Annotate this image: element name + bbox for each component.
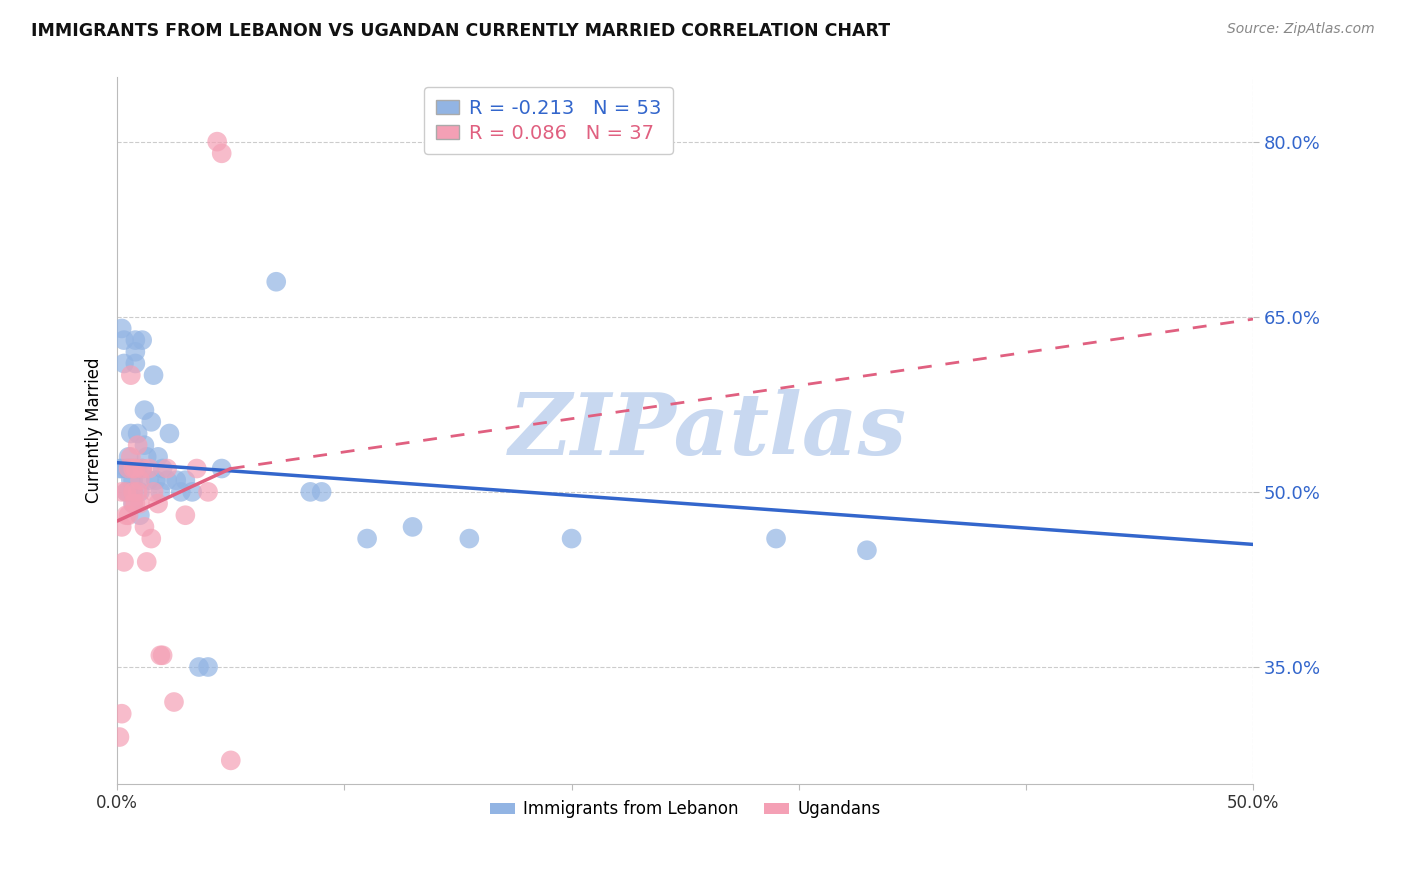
Point <box>122 497 145 511</box>
Point <box>561 532 583 546</box>
Point <box>117 450 139 464</box>
Y-axis label: Currently Married: Currently Married <box>86 358 103 503</box>
Point <box>127 426 149 441</box>
Point <box>129 497 152 511</box>
Point <box>131 333 153 347</box>
Point <box>174 508 197 523</box>
Point <box>120 450 142 464</box>
Point <box>765 532 787 546</box>
Point <box>129 508 152 523</box>
Point <box>122 461 145 475</box>
Point <box>356 532 378 546</box>
Point <box>141 532 163 546</box>
Point <box>124 461 146 475</box>
Point <box>120 368 142 383</box>
Point <box>299 484 322 499</box>
Point <box>120 426 142 441</box>
Point <box>108 730 131 744</box>
Point <box>120 473 142 487</box>
Point <box>108 461 131 475</box>
Point <box>159 426 181 441</box>
Point <box>131 461 153 475</box>
Point <box>120 461 142 475</box>
Point <box>188 660 211 674</box>
Point <box>129 473 152 487</box>
Point <box>124 356 146 370</box>
Text: Source: ZipAtlas.com: Source: ZipAtlas.com <box>1227 22 1375 37</box>
Point <box>127 461 149 475</box>
Point <box>138 473 160 487</box>
Point <box>138 461 160 475</box>
Point <box>127 484 149 499</box>
Point <box>856 543 879 558</box>
Point <box>174 473 197 487</box>
Legend: Immigrants from Lebanon, Ugandans: Immigrants from Lebanon, Ugandans <box>484 794 887 825</box>
Point <box>111 706 134 721</box>
Point <box>111 520 134 534</box>
Point <box>129 484 152 499</box>
Point <box>170 484 193 499</box>
Point <box>152 461 174 475</box>
Point <box>115 484 138 499</box>
Point <box>115 484 138 499</box>
Point <box>211 146 233 161</box>
Point <box>112 555 135 569</box>
Point <box>311 484 333 499</box>
Point <box>149 484 172 499</box>
Point <box>149 648 172 663</box>
Point <box>115 461 138 475</box>
Point <box>197 484 219 499</box>
Point <box>197 660 219 674</box>
Point <box>401 520 423 534</box>
Point <box>112 333 135 347</box>
Text: ZIPatlas: ZIPatlas <box>509 389 907 473</box>
Point <box>264 275 287 289</box>
Point <box>219 753 242 767</box>
Point <box>145 473 167 487</box>
Point <box>111 461 134 475</box>
Point <box>122 473 145 487</box>
Point <box>122 497 145 511</box>
Point <box>141 415 163 429</box>
Point <box>112 356 135 370</box>
Point <box>127 438 149 452</box>
Point <box>458 532 481 546</box>
Point <box>117 461 139 475</box>
Point <box>115 508 138 523</box>
Point <box>165 473 187 487</box>
Point <box>122 484 145 499</box>
Point <box>117 461 139 475</box>
Point <box>135 450 157 464</box>
Point <box>124 333 146 347</box>
Point <box>146 497 169 511</box>
Point <box>181 484 204 499</box>
Point <box>134 520 156 534</box>
Point <box>142 368 165 383</box>
Point <box>122 484 145 499</box>
Point <box>205 135 228 149</box>
Point <box>163 695 186 709</box>
Point <box>156 461 179 475</box>
Point <box>146 450 169 464</box>
Point <box>111 321 134 335</box>
Point <box>131 461 153 475</box>
Point <box>134 438 156 452</box>
Point <box>124 497 146 511</box>
Point <box>117 484 139 499</box>
Point <box>152 648 174 663</box>
Point <box>124 344 146 359</box>
Point <box>135 555 157 569</box>
Point <box>111 484 134 499</box>
Point <box>211 461 233 475</box>
Point <box>134 403 156 417</box>
Point <box>186 461 208 475</box>
Text: IMMIGRANTS FROM LEBANON VS UGANDAN CURRENTLY MARRIED CORRELATION CHART: IMMIGRANTS FROM LEBANON VS UGANDAN CURRE… <box>31 22 890 40</box>
Point <box>142 484 165 499</box>
Point <box>156 473 179 487</box>
Point <box>117 508 139 523</box>
